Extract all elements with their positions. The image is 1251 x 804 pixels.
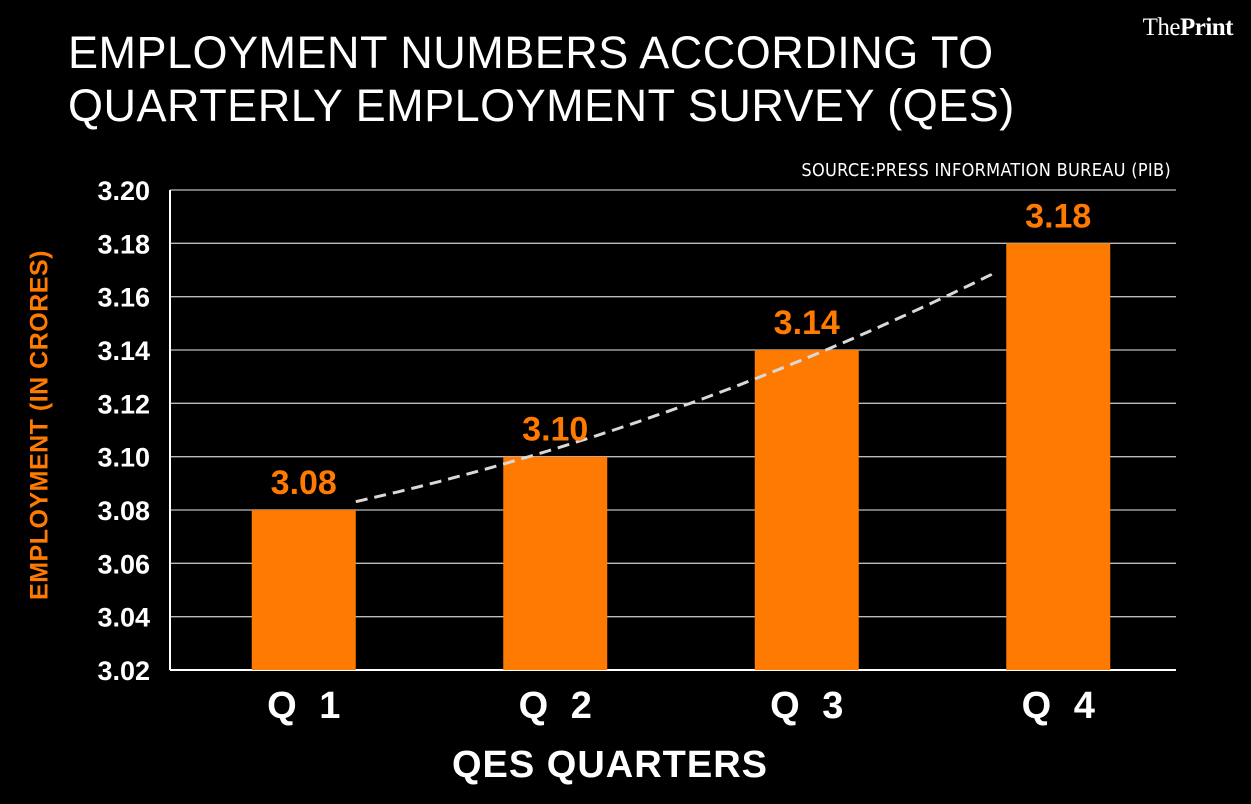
bar (754, 350, 859, 670)
x-axis-ticks: Q 1 Q 2 Q 3 Q 4 (267, 685, 1101, 727)
brand-logo: ThePrint (1142, 14, 1234, 42)
y-tick-label: 3.06 (97, 549, 150, 579)
y-tick-label: 3.04 (97, 603, 150, 633)
chart-title-line-1: EMPLOYMENT NUMBERS ACCORDING TO (68, 27, 994, 78)
bar (503, 456, 608, 670)
y-tick-label: 3.20 (97, 176, 150, 206)
y-tick-label: 3.14 (97, 336, 150, 366)
y-tick-label: 3.10 (97, 443, 150, 473)
data-label: 3.08 (271, 464, 337, 502)
x-tick-label: Q 4 (1022, 685, 1101, 727)
y-tick-label: 3.08 (97, 496, 150, 526)
y-tick-label: 3.12 (97, 389, 150, 419)
data-labels: 3.08 3.10 3.14 3.18 (271, 197, 1092, 502)
chart-title-line-2: QUARTERLY EMPLOYMENT SURVEY (QES) (68, 80, 1015, 131)
y-tick-label: 3.18 (97, 229, 150, 259)
y-tick-label: 3.16 (97, 283, 150, 313)
x-tick-label: Q 2 (519, 685, 598, 727)
data-label: 3.10 (522, 411, 588, 449)
chart-title: EMPLOYMENT NUMBERS ACCORDING TO QUARTERL… (68, 26, 1068, 132)
bar (1006, 243, 1111, 671)
x-tick-label: Q 3 (770, 685, 849, 727)
data-label: 3.14 (774, 304, 840, 342)
x-axis-label: QES QUARTERS (451, 744, 769, 786)
y-axis-ticks: 3.20 3.18 3.16 3.14 3.12 3.10 3.08 3.06 3.04 3.02 (97, 176, 150, 686)
data-label: 3.18 (1025, 197, 1091, 235)
bars (251, 243, 1111, 671)
trendline-path (355, 269, 999, 504)
source-note: SOURCE:PRESS INFORMATION BUREAU (PIB) (801, 160, 1171, 181)
brand-prefix: The (1142, 14, 1181, 41)
trendline (355, 269, 999, 504)
brand-name: Print (1179, 14, 1234, 41)
bar (251, 510, 356, 670)
y-tick-label: 3.02 (97, 656, 150, 686)
x-tick-label: Q 1 (267, 685, 346, 727)
